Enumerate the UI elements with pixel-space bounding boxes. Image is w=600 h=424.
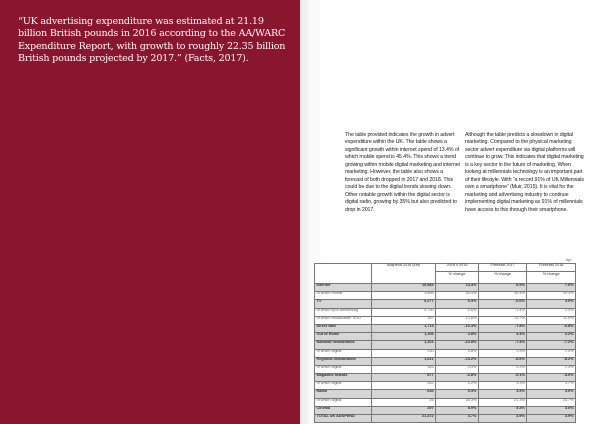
- table-cell: 3.0%: [526, 299, 576, 309]
- table-cell: 3.6%: [526, 389, 576, 399]
- table-cell: TV: [314, 299, 372, 309]
- table-cell: 5,277: [370, 299, 437, 309]
- table-cell: 5.4%: [435, 389, 479, 399]
- column-header: Forecast 2017 % change: [477, 263, 528, 284]
- table-cell: of which digital: [314, 348, 372, 358]
- table-cell: -7.4%: [477, 340, 528, 350]
- column-header: [314, 263, 372, 284]
- table-cell: 1.4%: [526, 348, 576, 358]
- table-cell: 1.9%: [477, 348, 528, 358]
- table-row: of which digital 183 -3.4% 0.2% 1.3%: [314, 364, 576, 375]
- table-cell: 1,101: [370, 340, 437, 350]
- table-row: National newsbrands 1,101 -10.8% -7.4% -7.2%: [314, 340, 576, 350]
- table-cell: 4.8%: [435, 348, 479, 358]
- table-cell: Radio: [314, 389, 372, 399]
- table-cell: 26: [370, 397, 437, 407]
- table-row: of which digital 26 30.3% 21.3% 16.7%: [314, 397, 576, 407]
- body-column-1: The table provided indicates the growth …: [345, 132, 460, 213]
- table-row: Direct Mail 1,713 -10.4% -7.8% -6.8%: [314, 323, 576, 334]
- table-cell: of which mobile: [314, 291, 372, 301]
- table-row: of which broadcaster VOD 187 12.8% 13.7% 11.…: [314, 315, 576, 325]
- table-cell: 3.7%: [435, 413, 479, 424]
- table-cell: 646: [370, 389, 437, 399]
- header-label: Forecast 2018: [539, 263, 564, 267]
- table-row: Internet 10,584 13.4% 8.5% 7.6%: [314, 282, 576, 293]
- table-cell: 21,372: [370, 413, 437, 424]
- header-label: Forecast 2017: [490, 263, 515, 267]
- column-header: Forecast 2018 % change: [526, 263, 576, 284]
- table-row: of which digital 282 0.2% 3.3% 3.7%: [314, 381, 576, 391]
- table-row: of which mobile 3,866 45.4% 30.4% 20.3%: [314, 291, 576, 301]
- table-cell: -7.2%: [526, 340, 576, 350]
- table-cell: 4,730: [370, 307, 437, 317]
- body-column-2: Although the table predicts a slowdown i…: [465, 132, 584, 213]
- table-cell: 230: [370, 348, 437, 358]
- table-cell: 3.9%: [526, 413, 576, 424]
- table-cell: 0.3%: [435, 299, 479, 309]
- adspend-table: Adspend 2016 (£m) 2016 v 2015% change Fore…: [314, 263, 576, 424]
- table-note: Apr: [566, 258, 572, 262]
- table-header-row: Adspend 2016 (£m) 2016 v 2015% change Fore…: [314, 263, 576, 284]
- table-cell: -10.8%: [435, 340, 479, 350]
- table-cell: 877: [370, 373, 437, 383]
- column-header: 2016 v 2015 % change: [435, 263, 479, 284]
- header-sublabel: % change: [478, 270, 527, 277]
- table-cell: 183: [370, 364, 437, 375]
- table-cell: TOTAL UK ADSPEND: [314, 413, 372, 424]
- table-row: TV 5,277 0.3% -0.6% 3.0%: [314, 299, 576, 309]
- header-sublabel: % change: [436, 270, 478, 277]
- header-sublabel: % change: [527, 270, 575, 277]
- table-cell: 3.5%: [477, 389, 528, 399]
- table-row: Radio 646 5.4% 3.5% 3.6%: [314, 389, 576, 399]
- column-header: Adspend 2016 (£m): [370, 263, 437, 284]
- table-cell: 282: [370, 381, 437, 391]
- header-sublabel: [315, 267, 371, 268]
- header-label: 2016 v 2015: [446, 263, 468, 267]
- table-row: Magazine brands 877 -6.8% -5.1% -4.6%: [314, 373, 576, 383]
- table-cell: 3.9%: [477, 413, 528, 424]
- table-row: TOTAL UK ADSPEND 21,372 3.7% 3.9% 3.9%: [314, 413, 576, 424]
- table-row: of which digital 230 4.8% 1.9% 1.4%: [314, 348, 576, 358]
- table-row: of which spot advertising 4,730 -0.6% -1.4%…: [314, 307, 576, 317]
- table-row: Regional newsbrands 1,021 -13.2% -8.6% -8.2%: [314, 356, 576, 366]
- quote-panel: “UK advertising expenditure was estimate…: [0, 0, 300, 424]
- table-cell: 1,021: [370, 356, 437, 366]
- table-cell: -0.6%: [477, 299, 528, 309]
- header-sublabel: [372, 271, 435, 272]
- table-cell: National newsbrands: [314, 340, 372, 350]
- pull-quote: “UK advertising expenditure was estimate…: [18, 16, 286, 64]
- header-label: Adspend 2016 (£m): [386, 263, 421, 267]
